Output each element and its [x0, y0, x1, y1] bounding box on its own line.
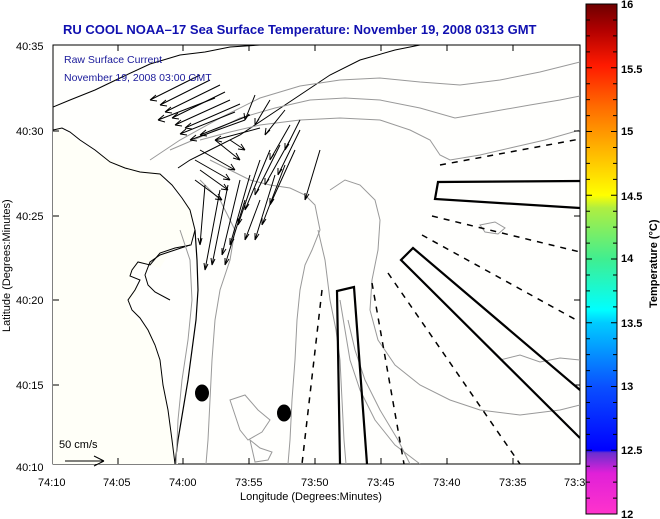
- x-tick-label: 73:40: [433, 477, 461, 489]
- mooring-marker: [195, 384, 209, 402]
- scale-arrow-label: 50 cm/s: [59, 439, 98, 451]
- area-outlines: [335, 179, 580, 464]
- coastline-shore: [174, 229, 199, 464]
- x-tick-label: 73:55: [235, 477, 263, 489]
- y-tick-label: 40:15: [16, 380, 44, 392]
- colorbar-tick-label: 16: [621, 0, 633, 11]
- x-axis-title: Longitude (Degrees:Minutes): [240, 491, 382, 503]
- y-tick-label: 40:10: [16, 462, 44, 474]
- colorbar-tick-label: 12.5: [621, 445, 642, 457]
- chart-title: RU COOL NOAA–17 Sea Surface Temperature:…: [63, 22, 537, 37]
- coastline-inlet: [144, 244, 191, 301]
- y-tick-label: 40:25: [16, 211, 44, 223]
- coastline-raritan: [177, 45, 421, 169]
- x-tick-labels: 74:10 74:05 74:00 73:55 73:50 73:45 73:4…: [38, 477, 585, 489]
- x-tick-label: 74:00: [169, 477, 197, 489]
- annotation-line-1: Raw Surface Current: [64, 54, 162, 66]
- surface-current-vectors: [149, 74, 321, 271]
- colorbar-tick-label: 14.5: [621, 191, 642, 203]
- x-tick-label: 73:50: [301, 477, 329, 489]
- colorbar-tick-label: 15.5: [621, 64, 642, 76]
- x-tick-label: 73:45: [367, 477, 395, 489]
- colorbar-ticks: [586, 19, 617, 499]
- dashed-lines: [301, 138, 580, 464]
- y-tick-label: 40:30: [16, 126, 44, 138]
- scale-arrow-icon: [65, 455, 105, 467]
- colorbar-tick-labels: 16 15.5 15 14.5 14 13.5 13 12.5 12: [621, 0, 642, 519]
- colorbar-tick-label: 13: [621, 381, 633, 393]
- x-tick-label: 73:35: [499, 477, 527, 489]
- colorbar-tick-label: 15: [621, 126, 633, 138]
- mooring-marker: [277, 404, 291, 422]
- land-new-jersey: [53, 128, 195, 464]
- y-axis-title: Latitude (Degrees:Minutes): [1, 199, 13, 332]
- x-tick-label: 74:05: [103, 477, 131, 489]
- colorbar-tick-label: 14: [621, 253, 634, 265]
- y-axis-ticks: [53, 130, 580, 386]
- y-tick-label: 40:35: [16, 41, 44, 53]
- coastline-north: [53, 45, 261, 108]
- y-tick-label: 40:20: [16, 295, 44, 307]
- x-tick-label: 73:3: [564, 477, 585, 489]
- bathymetry-contours: [149, 61, 580, 464]
- x-tick-label: 74:10: [38, 477, 66, 489]
- colorbar-tick-label: 13.5: [621, 318, 642, 330]
- colorbar-title: Temperature (°C): [648, 219, 660, 308]
- y-tick-labels: 40:35 40:30 40:25 40:20 40:15 40:10: [16, 41, 44, 474]
- x-axis-ticks: [117, 45, 514, 464]
- annotation-line-2: November 19, 2008 03:00 GMT: [64, 72, 212, 84]
- colorbar-tick-label: 12: [621, 509, 633, 519]
